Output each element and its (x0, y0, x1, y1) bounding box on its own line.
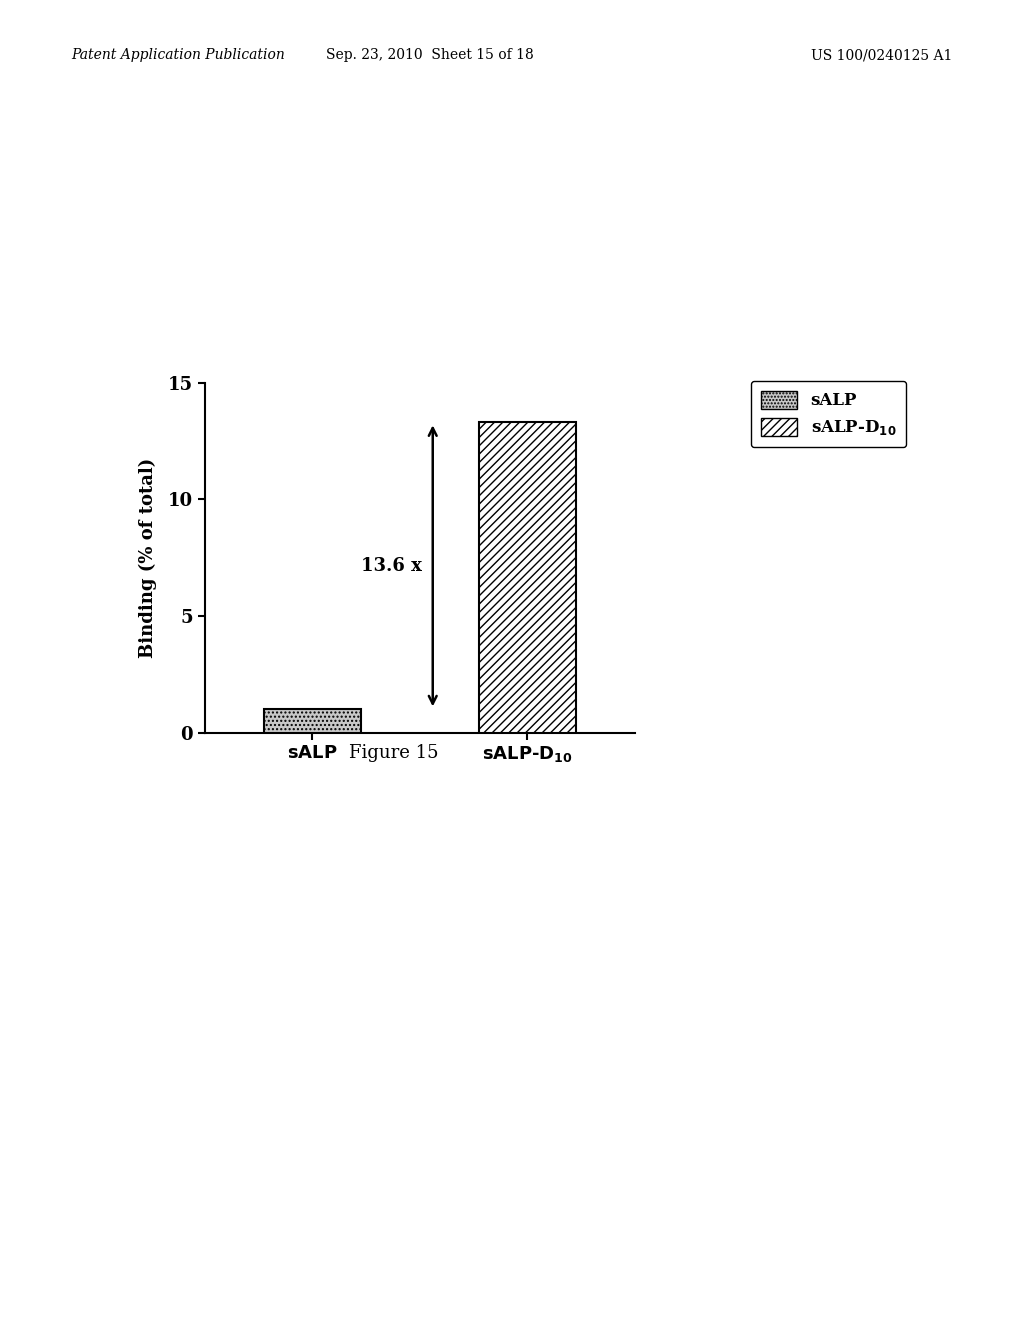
Text: US 100/0240125 A1: US 100/0240125 A1 (811, 49, 952, 62)
Text: Patent Application Publication: Patent Application Publication (72, 49, 286, 62)
Text: Sep. 23, 2010  Sheet 15 of 18: Sep. 23, 2010 Sheet 15 of 18 (327, 49, 534, 62)
Y-axis label: Binding (% of total): Binding (% of total) (138, 458, 157, 657)
Legend: sALP, sALP-D$_{\bf{10}}$: sALP, sALP-D$_{\bf{10}}$ (751, 380, 906, 447)
Bar (264, 709, 360, 733)
Bar (479, 422, 575, 733)
Text: Figure 15: Figure 15 (349, 744, 439, 763)
Text: 13.6 x: 13.6 x (361, 557, 422, 576)
